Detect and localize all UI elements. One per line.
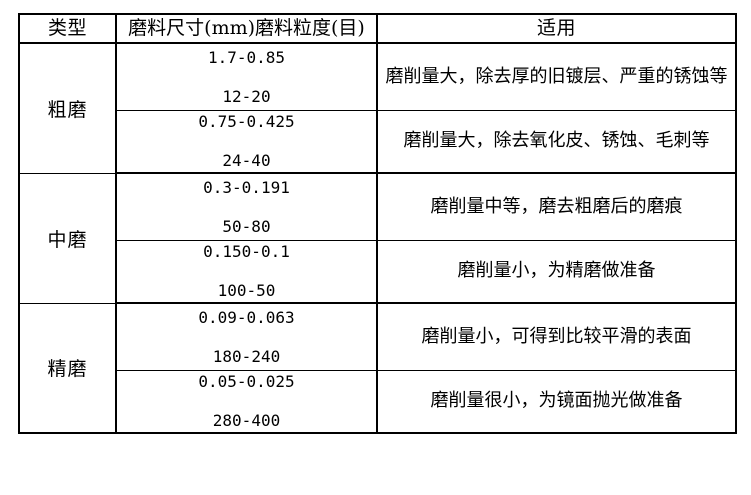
size-cell: 0.05-0.025 280-400 [116,370,378,433]
size-mesh-value: 50-80 [222,216,271,236]
use-text: 磨削量小，可得到比较平滑的表面 [421,325,692,347]
use-cell: 磨削量大，除去氧化皮、锈蚀、毛刺等 [377,110,736,174]
size-mesh-value: 24-40 [222,151,271,171]
table-body: 粗磨 1.7-0.85 12-20 磨削量大，除去厚的旧镀层、严重的锈蚀等 0.… [19,43,736,434]
table-header: 类型 磨料尺寸(mm)磨料粒度(目) 适用 [19,14,736,44]
size-cell: 0.09-0.063 180-240 [116,303,378,371]
size-mesh-value: 280-400 [212,411,281,431]
use-text: 磨削量中等，磨去粗磨后的磨痕 [430,195,683,217]
use-text: 磨削量很小，为镜面抛光做准备 [430,390,683,412]
use-text: 磨削量小，为精磨做准备 [457,260,656,282]
use-text: 磨削量大，除去氧化皮、锈蚀、毛刺等 [403,130,710,152]
size-mesh-value: 12-20 [222,86,271,106]
size-cell: 1.7-0.85 12-20 [116,43,378,111]
size-mm-value: 0.05-0.025 [198,372,295,392]
size-mesh-value: 100-50 [217,281,276,301]
use-cell: 磨削量中等，磨去粗磨后的磨痕 [377,173,736,241]
abrasive-grinding-table: 类型 磨料尺寸(mm)磨料粒度(目) 适用 粗磨 1.7-0.85 12-20 … [18,13,737,434]
column-header-size: 磨料尺寸(mm)磨料粒度(目) [116,14,378,44]
table-row: 精磨 0.09-0.063 180-240 磨削量小，可得到比较平滑的表面 [19,303,736,434]
table-row: 粗磨 1.7-0.85 12-20 磨削量大，除去厚的旧镀层、严重的锈蚀等 [19,43,736,174]
table-row: 中磨 0.3-0.191 50-80 磨削量中等，磨去粗磨后的磨痕 [19,173,736,304]
size-mm-value: 1.7-0.85 [207,47,286,67]
size-cell: 0.75-0.425 24-40 [116,110,378,174]
size-cell: 0.3-0.191 50-80 [116,173,378,241]
group-type-cell-medium: 中磨 [19,173,117,304]
table-row: 0.05-0.025 280-400 磨削量很小，为镜面抛光做准备 [19,370,736,433]
size-cell: 0.150-0.1 100-50 [116,240,378,304]
use-text: 磨削量大，除去厚的旧镀层、严重的锈蚀等 [385,65,728,87]
group-type-cell-fine: 精磨 [19,303,117,434]
group-type-cell-coarse: 粗磨 [19,43,117,174]
size-mm-value: 0.09-0.063 [198,307,295,327]
size-mm-value: 0.150-0.1 [203,242,290,262]
use-cell: 磨削量小，可得到比较平滑的表面 [377,303,736,371]
size-mm-value: 0.75-0.425 [198,112,295,132]
size-mesh-value: 180-240 [212,346,281,366]
column-header-type: 类型 [19,14,117,44]
table-row: 0.75-0.425 24-40 磨削量大，除去氧化皮、锈蚀、毛刺等 [19,110,736,174]
size-mm-value: 0.3-0.191 [203,177,290,197]
use-cell: 磨削量大，除去厚的旧镀层、严重的锈蚀等 [377,43,736,111]
abrasive-grinding-table-wrapper: 类型 磨料尺寸(mm)磨料粒度(目) 适用 粗磨 1.7-0.85 12-20 … [18,13,737,434]
table-row: 0.150-0.1 100-50 磨削量小，为精磨做准备 [19,240,736,304]
table-header-row: 类型 磨料尺寸(mm)磨料粒度(目) 适用 [19,14,736,44]
use-cell: 磨削量小，为精磨做准备 [377,240,736,304]
column-header-use: 适用 [377,14,736,44]
use-cell: 磨削量很小，为镜面抛光做准备 [377,370,736,433]
